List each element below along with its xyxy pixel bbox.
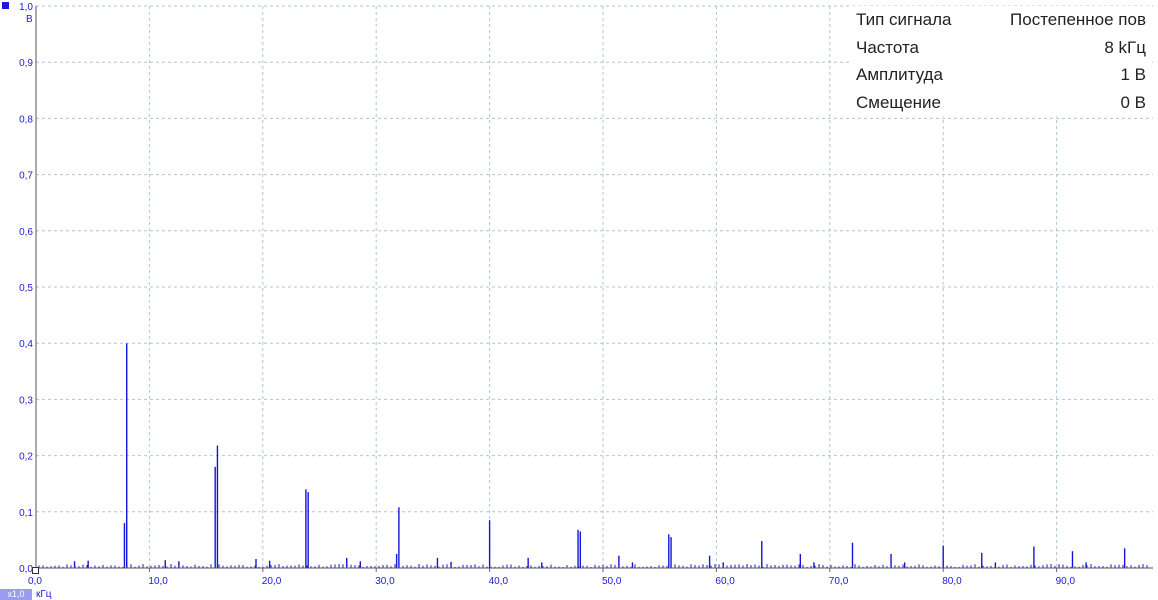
y-tick-label: 0,0 [19, 564, 33, 575]
x-tick-label: 50,0 [602, 576, 622, 587]
scale-badge[interactable]: x1,0 [0, 589, 32, 600]
info-label: Амплитуда [856, 65, 943, 84]
info-row-amplitude: Амплитуда 1 В [850, 61, 1150, 89]
x-tick-label: 40,0 [489, 576, 509, 587]
info-label: Смещение [856, 92, 942, 112]
info-value: 1 В [1120, 65, 1146, 84]
spectrum-bars [73, 343, 1126, 568]
y-unit-label: В [26, 14, 33, 25]
channel-color-icon [2, 2, 9, 9]
y-tick-label: 0,3 [19, 395, 33, 406]
info-value: Постепенное пов [1010, 10, 1146, 29]
y-tick-label: 0,6 [19, 227, 33, 238]
info-value: 0 В [1120, 92, 1146, 112]
x-tick-label: 60,0 [715, 576, 735, 587]
y-tick-label: 1,0 [19, 2, 33, 13]
x-tick-label: 80,0 [942, 576, 962, 587]
y-tick-label: 0,9 [19, 58, 33, 69]
y-tick-label: 0,4 [19, 339, 33, 350]
y-tick-label: 0,5 [19, 283, 33, 294]
noise-floor [38, 564, 1148, 568]
info-row-frequency: Частота 8 kГц [850, 34, 1150, 62]
info-row-offset: Смещение 0 В [850, 89, 1150, 117]
y-tick-labels: 0,0 0,1 0,2 0,3 0,4 0,5 0,6 0,7 0,8 0,9 1,0 [19, 2, 33, 575]
y-tick-label: 0,7 [19, 171, 33, 182]
x-tick-label: 20,0 [262, 576, 282, 587]
signal-info-panel: Тип сигнала Постепенное пов Частота 8 kГ… [850, 6, 1150, 116]
info-label: Тип сигнала [856, 10, 952, 29]
y-tick-label: 0,1 [19, 508, 33, 519]
x-tick-label: 0,0 [28, 576, 42, 587]
info-value: 8 kГц [1104, 37, 1146, 57]
axes [35, 6, 1153, 572]
x-tick-labels: 0,0 10,0 20,0 30,0 40,0 50,0 60,0 70,0 80,0 90,0 [28, 576, 1076, 587]
trigger-marker-handle[interactable] [32, 567, 39, 574]
info-row-signal-type: Тип сигнала Постепенное пов [850, 6, 1150, 34]
x-tick-label: 30,0 [375, 576, 395, 587]
x-tick-label: 90,0 [1056, 576, 1076, 587]
info-label: Частота [856, 37, 920, 57]
y-tick-label: 0,2 [19, 452, 33, 463]
y-tick-label: 0,8 [19, 114, 33, 125]
x-unit-label: кГц [36, 589, 52, 600]
x-tick-label: 70,0 [829, 576, 849, 587]
x-tick-label: 10,0 [148, 576, 168, 587]
